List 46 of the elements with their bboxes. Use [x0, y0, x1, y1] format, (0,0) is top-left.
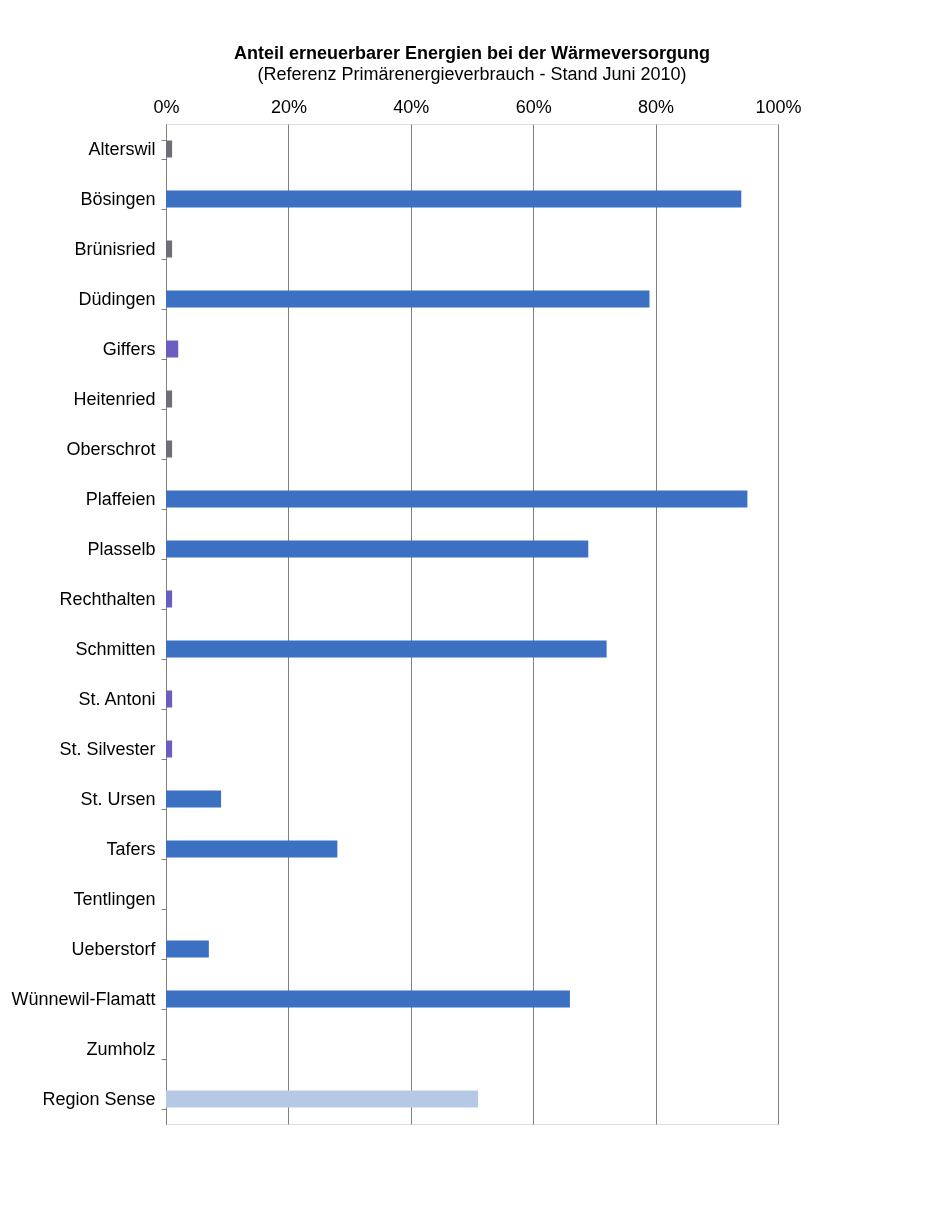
y-tick-label: Plasselb — [87, 538, 156, 559]
x-tick-label: 40% — [393, 96, 430, 117]
chart-title: Anteil erneuerbarer Energien bei der Wärmeversorgung — [233, 43, 711, 63]
bar — [166, 590, 173, 608]
bar — [166, 740, 173, 758]
bar — [166, 640, 607, 658]
y-tick-label: Zumholz — [86, 1038, 156, 1059]
bar — [166, 1090, 479, 1108]
bar — [166, 240, 173, 258]
y-tick-label: Düdingen — [78, 288, 156, 309]
bar — [166, 940, 209, 958]
bar — [166, 490, 748, 508]
bar — [166, 140, 173, 158]
y-tick-label: St. Antoni — [78, 688, 156, 709]
x-tick-label: 60% — [515, 96, 552, 117]
bar — [166, 190, 742, 208]
chart-subtitle: (Referenz Primärenergieverbrauch - Stand Juni 2010) — [257, 64, 687, 84]
y-tick-label: Plaffeien — [85, 488, 156, 509]
bar — [166, 440, 173, 458]
bar — [166, 990, 570, 1008]
y-tick-label: Wünnewil-Flamatt — [11, 988, 156, 1009]
y-tick-label: Oberschrot — [66, 438, 156, 459]
y-tick-label: Schmitten — [75, 638, 156, 659]
x-tick-label: 80% — [638, 96, 675, 117]
x-tick-label: 20% — [270, 96, 307, 117]
y-tick-label: Brünisried — [74, 238, 156, 259]
y-tick-label: St. Silvester — [59, 738, 156, 759]
y-tick-label: Alterswil — [88, 138, 156, 159]
y-tick-label: Tentlingen — [73, 888, 156, 909]
bar — [166, 540, 589, 558]
bar — [166, 390, 173, 408]
x-tick-label: 0% — [153, 96, 180, 117]
bar — [166, 790, 222, 808]
y-tick-label: Tafers — [106, 838, 156, 859]
y-tick-label: Rechthalten — [59, 588, 156, 609]
bar — [166, 290, 650, 308]
y-tick-label: St. Ursen — [80, 788, 156, 809]
bar — [166, 690, 173, 708]
y-tick-label: Region Sense — [42, 1088, 156, 1109]
bar — [166, 340, 179, 358]
bar — [166, 840, 338, 858]
y-tick-label: Giffers — [102, 338, 156, 359]
y-tick-label: Bösingen — [80, 188, 156, 209]
y-tick-label: Heitenried — [73, 388, 156, 409]
x-tick-label: 100% — [755, 96, 802, 117]
y-tick-label: Ueberstorf — [71, 938, 157, 959]
